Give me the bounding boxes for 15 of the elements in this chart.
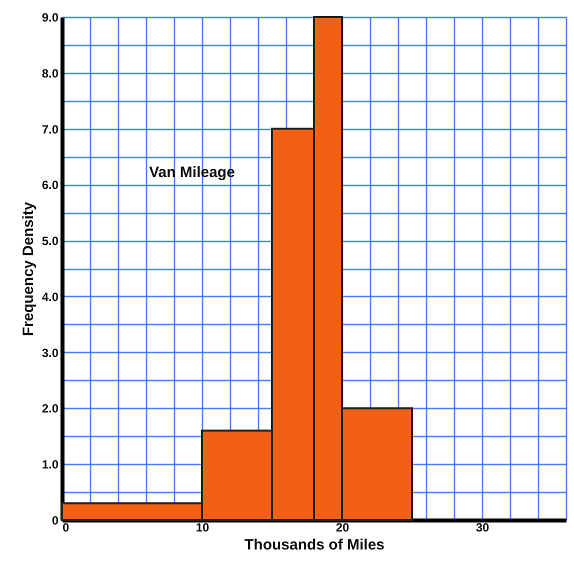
y-tick-label: 4.0 xyxy=(42,290,59,304)
y-tick-label: 2.0 xyxy=(42,402,59,416)
x-tick-label: 10 xyxy=(196,520,210,534)
x-tick-label: 0 xyxy=(62,520,70,534)
x-axis-title: Thousands of Miles xyxy=(244,536,385,554)
y-tick-label: 1.0 xyxy=(42,458,59,472)
y-tick-label: 9.0 xyxy=(42,10,59,24)
x-tick-label: 30 xyxy=(476,520,490,534)
y-axis-title: Frequency Density xyxy=(20,201,37,336)
x-tick-label: 20 xyxy=(336,520,350,534)
y-tick-label: 3.0 xyxy=(42,346,59,360)
y-tick-label: 5.0 xyxy=(42,234,59,248)
y-tick-label: 7.0 xyxy=(42,122,59,136)
y-tick-label: 8.0 xyxy=(42,66,59,80)
y-tick-label: 6.0 xyxy=(42,178,59,192)
